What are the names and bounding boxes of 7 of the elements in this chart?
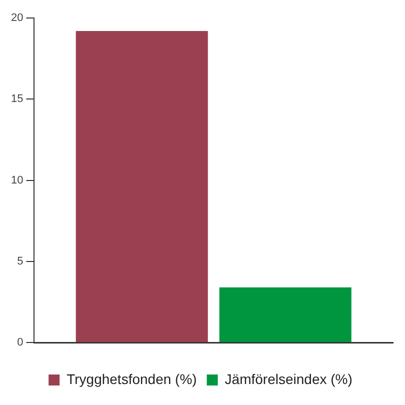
y-tick-label: 10 bbox=[10, 174, 24, 186]
y-tick-label: 0 bbox=[17, 336, 24, 349]
legend-label: Jämförelseindex (%) bbox=[224, 370, 352, 387]
y-tick-label: 15 bbox=[10, 93, 24, 106]
y-tick-label: 20 bbox=[10, 12, 24, 24]
legend-label: Trygghetsfonden (%) bbox=[66, 370, 197, 387]
y-tick-label: 5 bbox=[17, 255, 24, 268]
